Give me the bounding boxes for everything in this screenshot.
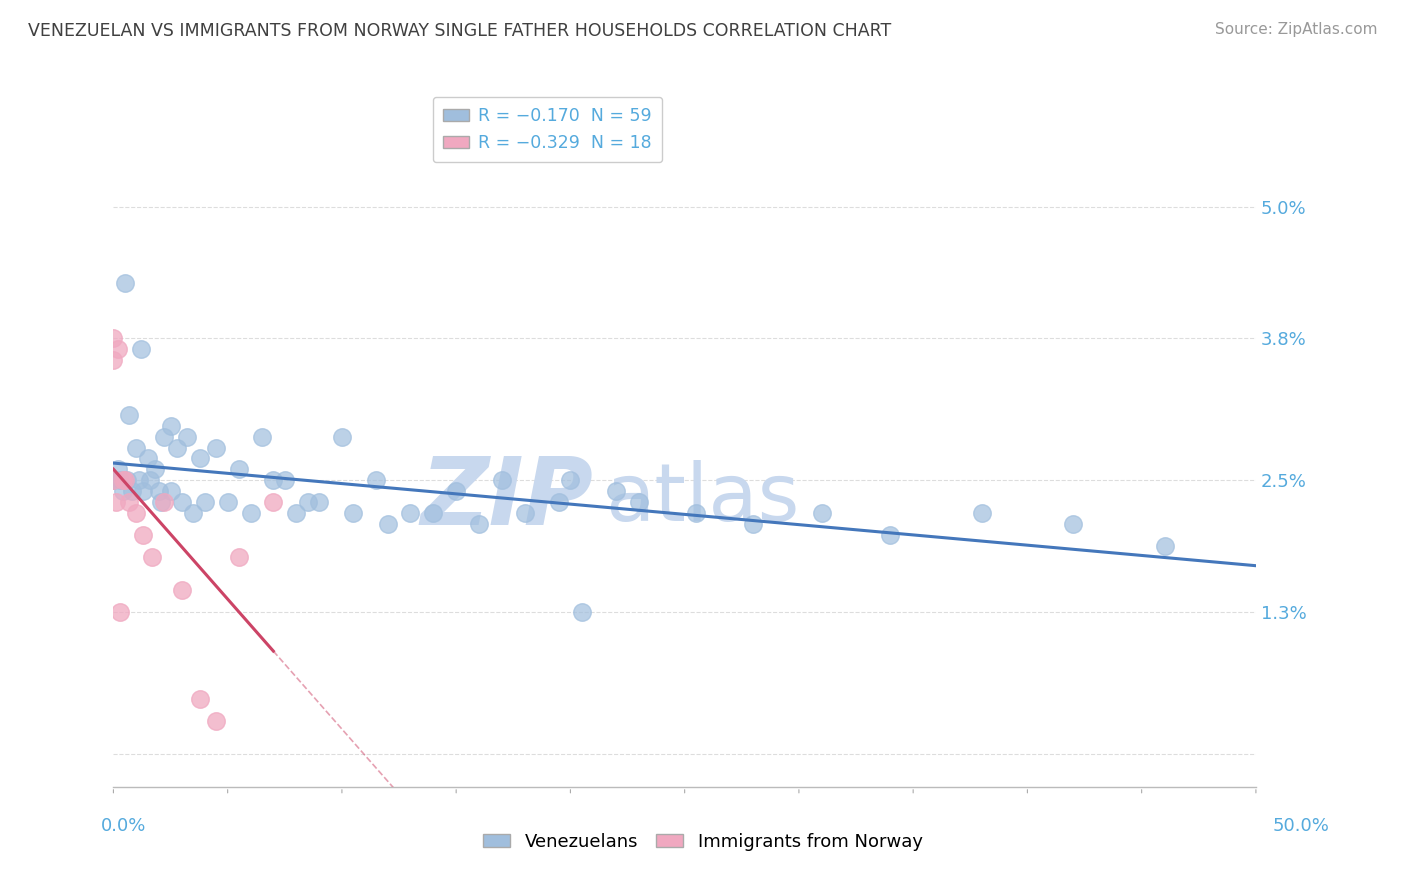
Point [571,605,593,619]
Point [970,506,993,520]
Text: ZIP: ZIP [420,453,593,545]
Point [159,418,181,433]
Point [188,451,211,466]
Point [129,342,152,356]
Point [685,506,707,520]
Text: 50.0%: 50.0% [1272,817,1329,835]
Point [136,451,159,466]
Point [110,605,132,619]
Point [150,495,173,509]
Point [139,474,162,488]
Point [297,495,319,509]
Point [330,429,353,443]
Point [262,474,284,488]
Point [103,353,125,368]
Point [132,484,155,499]
Point [239,506,262,520]
Point [141,549,163,564]
Point [107,462,129,476]
Text: VENEZUELAN VS IMMIGRANTS FROM NORWAY SINGLE FATHER HOUSEHOLDS CORRELATION CHART: VENEZUELAN VS IMMIGRANTS FROM NORWAY SIN… [28,22,891,40]
Point [810,506,832,520]
Point [422,506,444,520]
Point [103,474,125,488]
Point [183,506,205,520]
Point [103,331,125,345]
Point [444,484,467,499]
Point [103,474,125,488]
Point [152,429,174,443]
Legend: Venezuelans, Immigrants from Norway: Venezuelans, Immigrants from Norway [477,826,929,858]
Point [194,495,217,509]
Text: 0.0%: 0.0% [101,817,146,835]
Point [1062,517,1084,532]
Point [262,495,284,509]
Point [104,495,127,509]
Point [176,429,198,443]
Point [166,441,188,455]
Point [513,506,536,520]
Point [228,462,250,476]
Point [205,441,228,455]
Point [205,714,228,729]
Point [377,517,399,532]
Point [627,495,650,509]
Text: Source: ZipAtlas.com: Source: ZipAtlas.com [1215,22,1378,37]
Point [399,506,422,520]
Point [152,495,174,509]
Point [217,495,239,509]
Point [103,474,125,488]
Point [548,495,571,509]
Point [366,474,388,488]
Point [128,474,150,488]
Point [468,517,491,532]
Point [107,342,129,356]
Point [148,484,170,499]
Point [114,277,136,291]
Point [491,474,513,488]
Point [308,495,330,509]
Point [121,484,143,499]
Text: atlas: atlas [605,459,799,538]
Point [228,549,250,564]
Point [132,528,155,542]
Point [879,528,901,542]
Legend: R = −0.170  N = 59, R = −0.329  N = 18: R = −0.170 N = 59, R = −0.329 N = 18 [433,96,662,162]
Point [342,506,364,520]
Point [111,474,134,488]
Point [285,506,308,520]
Point [188,692,211,706]
Point [118,408,141,422]
Point [118,495,141,509]
Point [605,484,627,499]
Point [170,495,193,509]
Point [560,474,582,488]
Point [250,429,273,443]
Point [143,462,166,476]
Point [274,474,297,488]
Point [110,474,132,488]
Point [170,582,193,597]
Point [159,484,181,499]
Point [115,474,138,488]
Point [125,506,148,520]
Point [742,517,765,532]
Point [1153,539,1175,553]
Point [114,474,136,488]
Point [125,441,148,455]
Point [111,484,134,499]
